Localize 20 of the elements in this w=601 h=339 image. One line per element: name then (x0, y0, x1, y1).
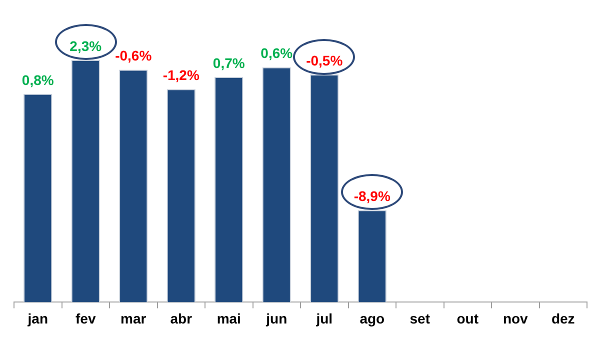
annotation: -0,6% (115, 48, 152, 64)
x-tick-label: jan (26, 310, 48, 326)
annotation: -8,9% (354, 188, 391, 204)
x-tick-label: fev (76, 310, 96, 326)
x-tick-label: dez (551, 310, 575, 326)
x-tick-label: set (410, 310, 430, 326)
x-tick-label: jul (315, 310, 333, 326)
x-tick-label: mai (216, 310, 241, 326)
x-tick-label: jun (265, 310, 288, 326)
annotation: 0,8% (22, 72, 54, 88)
annotation: 2,3% (70, 38, 102, 54)
x-tick-label: abr (170, 310, 193, 326)
annotation: 0,6% (260, 45, 294, 62)
annotation: -0,5% (306, 52, 344, 68)
annotation: -1,2% (162, 66, 200, 83)
x-tick-label: mar (120, 310, 147, 326)
x-tick-label: out (456, 310, 479, 326)
x-tick-label: nov (502, 310, 528, 326)
x-tick-label: ago (360, 310, 385, 326)
annotation: 0,7% (212, 54, 246, 71)
